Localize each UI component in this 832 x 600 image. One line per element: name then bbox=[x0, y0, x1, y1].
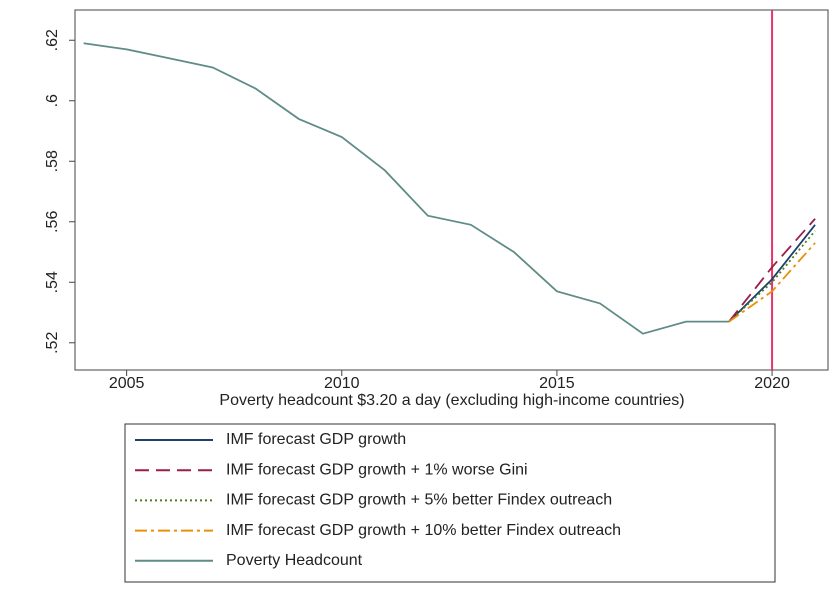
y-tick-label: .54 bbox=[44, 271, 61, 293]
series-line bbox=[728, 218, 816, 323]
series-line bbox=[83, 42, 730, 335]
series-line bbox=[728, 242, 816, 323]
y-tick-label: .52 bbox=[44, 332, 61, 354]
legend-label: IMF forecast GDP growth bbox=[226, 431, 406, 448]
legend bbox=[124, 423, 776, 583]
y-tick-label: .58 bbox=[44, 150, 61, 172]
x-tick-label: 2020 bbox=[754, 375, 790, 392]
legend-label: IMF forecast GDP growth + 10% better Fin… bbox=[226, 522, 621, 539]
y-tick-label: .6 bbox=[44, 94, 61, 107]
x-tick-label: 2015 bbox=[539, 375, 575, 392]
legend-label: Poverty Headcount bbox=[226, 552, 363, 569]
legend-label: IMF forecast GDP growth + 1% worse Gini bbox=[226, 461, 528, 478]
x-axis-label: Poverty headcount $3.20 a day (excluding… bbox=[219, 392, 684, 409]
x-tick-label: 2005 bbox=[109, 375, 145, 392]
y-tick-label: .62 bbox=[44, 29, 61, 51]
x-tick-label: 2010 bbox=[324, 375, 360, 392]
plot-frame bbox=[74, 9, 829, 371]
legend-label: IMF forecast GDP growth + 5% better Find… bbox=[226, 492, 612, 509]
y-tick-label: .56 bbox=[44, 211, 61, 233]
